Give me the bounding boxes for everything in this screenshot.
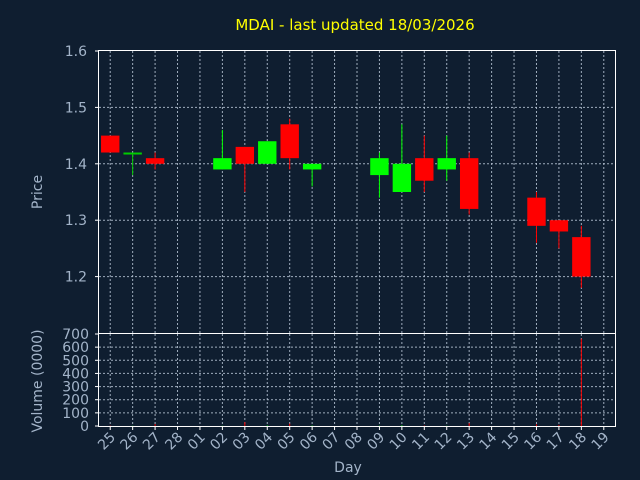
candle-18 — [572, 225, 591, 288]
x-tick-label-10: 10 — [387, 430, 411, 454]
candle-body — [280, 124, 299, 159]
candle-17 — [549, 220, 569, 249]
candle-03 — [235, 146, 255, 192]
candle-12 — [437, 135, 456, 181]
price-grid — [99, 51, 615, 333]
price-y-tick-label: 1.4 — [65, 157, 87, 173]
x-tick-label-06: 06 — [297, 429, 321, 453]
x-axis-dates: 2526272801020304050607080910111213141516… — [95, 426, 613, 454]
x-tick-label-19: 19 — [589, 430, 613, 454]
volume-y-tick-label: 400 — [62, 366, 89, 382]
x-tick-label-03: 03 — [230, 430, 254, 454]
candle-body — [213, 158, 232, 170]
x-tick-label-09: 09 — [364, 430, 388, 454]
price-y-tick-label: 1.5 — [65, 100, 87, 116]
volume-y-tick-label: 700 — [62, 327, 89, 343]
x-tick-label-11: 11 — [409, 430, 433, 454]
x-tick-label-14: 14 — [477, 429, 501, 453]
candle-11 — [415, 135, 434, 192]
x-tick-label-17: 17 — [544, 430, 568, 454]
x-tick-label-01: 01 — [185, 430, 209, 454]
candle-body — [235, 146, 255, 164]
volume-grid — [99, 334, 615, 426]
candle-25 — [101, 135, 120, 153]
candle-body — [145, 158, 165, 164]
candle-body — [302, 163, 322, 170]
candle-27 — [145, 152, 165, 170]
candle-02 — [213, 129, 232, 170]
candle-04 — [258, 141, 277, 164]
candle-body — [370, 158, 389, 176]
candle-body — [392, 163, 412, 192]
volume-y-tick-label: 500 — [62, 353, 89, 369]
x-tick-label-02: 02 — [207, 430, 231, 454]
candle-body — [572, 237, 591, 277]
x-tick-label-07: 07 — [319, 430, 343, 454]
x-tick-label-16: 16 — [521, 429, 545, 453]
x-tick-label-28: 28 — [162, 430, 186, 454]
price-y-tick-label: 1.2 — [65, 270, 87, 286]
x-tick-label-13: 13 — [454, 430, 478, 454]
price-axis-title: Price — [30, 175, 46, 209]
x-tick-label-15: 15 — [499, 430, 523, 454]
volume-y-tick-label: 300 — [62, 380, 89, 396]
x-tick-label-25: 25 — [95, 430, 119, 454]
candle-body — [415, 158, 434, 181]
price-y-ticks: 1.2 1.3 1.4 1.5 1.6 — [65, 44, 99, 286]
candle-05 — [280, 118, 299, 170]
volume-y-tick-label: 0 — [80, 419, 89, 435]
x-tick-label-05: 05 — [275, 430, 299, 454]
price-panel: 1.2 1.3 1.4 1.5 1.6 Price — [30, 44, 616, 334]
price-candles — [101, 118, 591, 288]
volume-y-tick-label: 200 — [62, 393, 89, 409]
candle-body — [437, 158, 456, 170]
volume-y-tick-label: 100 — [62, 406, 89, 422]
candle-body — [101, 135, 120, 153]
candle-26 — [123, 152, 142, 176]
candle-10 — [392, 124, 412, 192]
candle-body — [258, 141, 277, 164]
candle-09 — [370, 152, 389, 198]
candle-13 — [459, 152, 479, 215]
candle-body — [123, 152, 142, 155]
x-tick-label-18: 18 — [566, 430, 590, 454]
price-y-tick-label: 1.3 — [65, 213, 87, 229]
volume-y-tick-label: 600 — [62, 340, 89, 356]
x-tick-label-27: 27 — [140, 430, 164, 454]
x-tick-label-12: 12 — [432, 430, 456, 454]
volume-axis-title: Volume (0000) — [30, 329, 46, 432]
chart-title: MDAI - last updated 18/03/2026 — [235, 16, 474, 34]
x-tick-label-04: 04 — [252, 429, 276, 453]
volume-bars — [109, 338, 582, 426]
candle-body — [549, 220, 569, 232]
x-tick-label-26: 26 — [118, 429, 142, 453]
candle-body — [459, 158, 479, 209]
x-axis-title: Day — [334, 460, 362, 476]
candle-06 — [302, 163, 322, 187]
candle-body — [527, 197, 546, 226]
price-y-tick-label: 1.6 — [65, 44, 87, 60]
candle-16 — [527, 192, 546, 243]
x-tick-label-08: 08 — [342, 430, 366, 454]
